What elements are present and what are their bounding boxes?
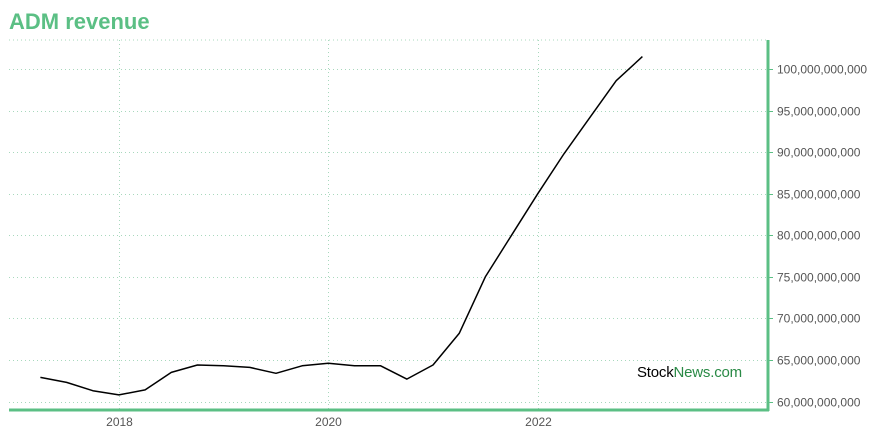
label-layer: 60,000,000,000 65,000,000,000 70,000,000,0… — [106, 63, 867, 430]
y-tick-label: 100,000,000,000 — [777, 63, 867, 77]
x-tick-label: 2022 — [525, 415, 552, 429]
chart-title: ADM revenue — [9, 9, 150, 34]
y-tick-label: 60,000,000,000 — [777, 396, 861, 410]
watermark-logo: StockNews.com — [637, 364, 742, 381]
y-tick-label: 80,000,000,000 — [777, 229, 861, 243]
revenue-series-line — [40, 56, 643, 396]
y-tick-label: 85,000,000,000 — [777, 188, 861, 202]
y-tick-label: 65,000,000,000 — [777, 354, 861, 368]
watermark-news: News.com — [673, 364, 743, 381]
y-tick-label: 90,000,000,000 — [777, 146, 861, 160]
watermark-stock: Stock — [637, 364, 674, 381]
y-tick-label: 70,000,000,000 — [777, 312, 861, 326]
x-tick-label: 2018 — [106, 415, 133, 429]
x-tick-label: 2020 — [315, 415, 342, 429]
grid-layer — [9, 39, 768, 409]
axis-layer — [9, 40, 773, 412]
y-tick-label: 75,000,000,000 — [777, 271, 861, 285]
y-tick-label: 95,000,000,000 — [777, 105, 861, 119]
series-layer — [40, 56, 643, 396]
